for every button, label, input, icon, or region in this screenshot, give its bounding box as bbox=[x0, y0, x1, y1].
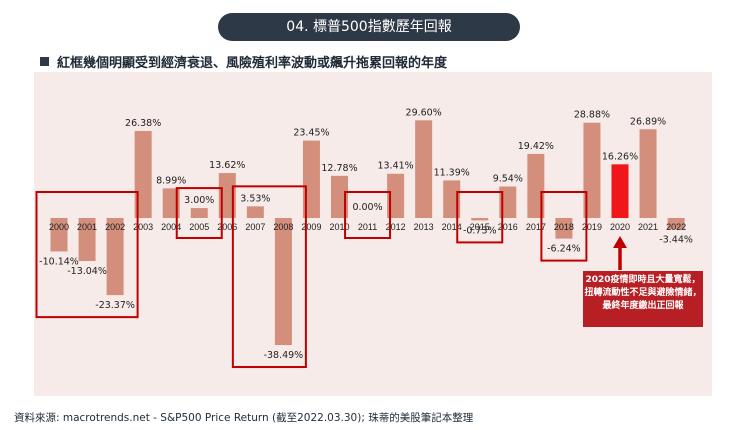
value-label-2012: 13.41% bbox=[377, 161, 413, 172]
value-label-2004: 8.99% bbox=[156, 175, 186, 186]
value-label-2018: -6.24% bbox=[547, 244, 581, 255]
arrow-head-icon bbox=[613, 236, 627, 248]
value-label-2017: 19.42% bbox=[518, 141, 554, 152]
bar-2009 bbox=[302, 140, 320, 218]
highlight-box-2000-2001-2002 bbox=[35, 191, 139, 319]
value-label-2010: 12.78% bbox=[321, 163, 357, 174]
tick-label-2018: 2018 bbox=[554, 222, 574, 232]
tick-label-2020: 2020 bbox=[610, 222, 630, 232]
tick-label-2002: 2002 bbox=[105, 222, 125, 232]
bar-2013 bbox=[415, 120, 433, 218]
tick-label-2013: 2013 bbox=[414, 222, 434, 232]
tick-label-2008: 2008 bbox=[273, 222, 293, 232]
highlight-box-2015 bbox=[456, 191, 504, 244]
bar-2003 bbox=[134, 130, 152, 218]
highlight-box-2005 bbox=[175, 187, 223, 240]
value-label-2022: -3.44% bbox=[659, 234, 693, 245]
bar-2006 bbox=[218, 173, 236, 218]
tick-label-2000: 2000 bbox=[49, 222, 69, 232]
bar-2016 bbox=[499, 186, 517, 218]
tick-label-2004: 2004 bbox=[161, 222, 181, 232]
tick-label-2001: 2001 bbox=[77, 222, 97, 232]
value-label-2016: 9.54% bbox=[493, 174, 523, 185]
tick-label-2022: 2022 bbox=[666, 222, 686, 232]
highlight-box-2011 bbox=[344, 191, 392, 239]
value-label-2019: 28.88% bbox=[574, 110, 610, 121]
tick-label-2012: 2012 bbox=[386, 222, 406, 232]
tick-label-2019: 2019 bbox=[582, 222, 602, 232]
bar-2001 bbox=[78, 218, 96, 262]
tick-label-2015: 2015 bbox=[470, 222, 490, 232]
tick-label-2003: 2003 bbox=[133, 222, 153, 232]
bar-2010 bbox=[331, 175, 348, 218]
bar-2014 bbox=[443, 180, 461, 218]
bar-2018 bbox=[555, 218, 573, 239]
highlight-box-2018 bbox=[540, 191, 588, 262]
page-title: 04. 標普500指數歷年回報 bbox=[218, 13, 520, 41]
value-label-2021: 26.89% bbox=[630, 116, 666, 127]
value-label-2008: -38.49% bbox=[264, 350, 304, 361]
highlight-box-2007-2008 bbox=[231, 185, 307, 369]
source-note: 資料來源: macrotrends.net - S&P500 Price Ret… bbox=[14, 412, 474, 424]
value-label-2015: -0.73% bbox=[463, 225, 497, 236]
tick-label-2016: 2016 bbox=[498, 222, 518, 232]
bar-2007 bbox=[246, 206, 264, 218]
bar-2015 bbox=[471, 218, 489, 221]
tick-label-2010: 2010 bbox=[329, 222, 349, 232]
bar-2002 bbox=[106, 218, 124, 296]
tick-label-2007: 2007 bbox=[245, 222, 265, 232]
tick-label-2014: 2014 bbox=[442, 222, 462, 232]
tick-label-2011: 2011 bbox=[358, 222, 377, 232]
value-label-2006: 13.62% bbox=[209, 160, 245, 171]
bar-2012 bbox=[387, 173, 405, 218]
bar-2017 bbox=[527, 153, 545, 218]
bar-2021 bbox=[639, 129, 657, 218]
value-label-2003: 26.38% bbox=[125, 118, 161, 129]
value-label-2005: 3.00% bbox=[184, 195, 214, 206]
tick-label-2009: 2009 bbox=[301, 222, 321, 232]
chart-subtitle: 紅框幾個明顯受到經濟衰退、風險殖利率波動或飆升拖累回報的年度 bbox=[40, 52, 447, 71]
bar-2022 bbox=[667, 218, 685, 230]
value-label-2020: 16.26% bbox=[602, 151, 638, 162]
bar-2020 bbox=[611, 164, 629, 218]
value-label-2009: 23.45% bbox=[293, 128, 329, 139]
bar-2000 bbox=[50, 218, 68, 252]
tick-label-2006: 2006 bbox=[217, 222, 237, 232]
bar-2005 bbox=[190, 208, 208, 218]
value-label-2013: 29.60% bbox=[406, 107, 442, 118]
subtitle-text: 紅框幾個明顯受到經濟衰退、風險殖利率波動或飆升拖累回報的年度 bbox=[57, 56, 448, 71]
bar-2004 bbox=[162, 188, 180, 218]
covid-annotation: 2020疫情即時且大量寬鬆，扭轉流動性不足與避險情緒，最終年度繳出正回報 bbox=[583, 271, 703, 327]
value-label-2000: -10.14% bbox=[39, 256, 79, 267]
bullet-square-icon bbox=[40, 57, 49, 66]
tick-label-2017: 2017 bbox=[526, 222, 546, 232]
value-label-2014: 11.39% bbox=[434, 167, 470, 178]
tick-label-2005: 2005 bbox=[189, 222, 209, 232]
value-label-2011: 0.00% bbox=[352, 202, 382, 213]
bar-2008 bbox=[274, 218, 292, 346]
value-label-2001: -13.04% bbox=[67, 266, 107, 277]
value-label-2002: -23.37% bbox=[95, 300, 135, 311]
bar-2019 bbox=[583, 122, 601, 218]
tick-label-2021: 2021 bbox=[638, 222, 658, 232]
value-label-2007: 3.53% bbox=[240, 193, 270, 204]
